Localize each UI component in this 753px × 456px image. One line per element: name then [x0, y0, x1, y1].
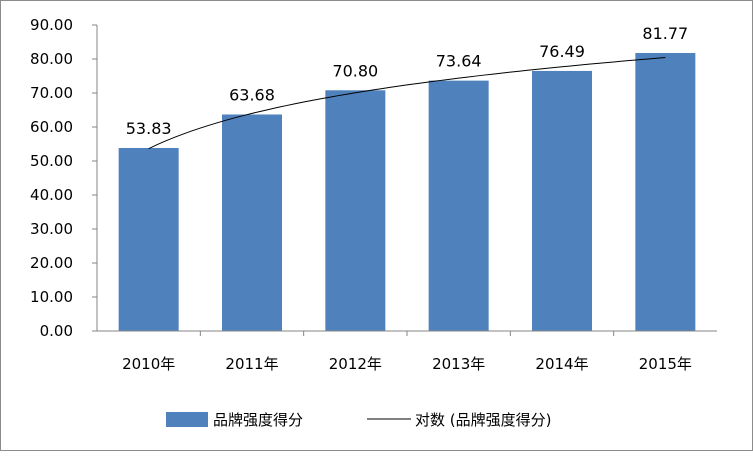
y-tick-label: 70.00 — [30, 84, 73, 102]
bar — [118, 147, 179, 331]
y-tick-label: 60.00 — [30, 118, 73, 136]
legend-label-trendline: 对数 (品牌强度得分) — [415, 411, 551, 429]
bar — [325, 90, 386, 331]
legend-label-bar: 品牌强度得分 — [213, 411, 303, 429]
data-label: 70.80 — [332, 61, 378, 80]
legend-swatch-bar — [166, 412, 208, 427]
y-tick-label: 0.00 — [40, 322, 73, 340]
y-tick-label: 30.00 — [30, 220, 73, 238]
data-label: 81.77 — [642, 24, 688, 43]
x-tick-label: 2013年 — [432, 355, 485, 373]
x-tick-label: 2014年 — [535, 355, 588, 373]
x-tick-label: 2015年 — [639, 355, 692, 373]
bar — [635, 52, 696, 332]
data-label: 73.64 — [436, 52, 482, 71]
data-label: 76.49 — [539, 42, 585, 61]
x-tick-label: 2011年 — [225, 355, 278, 373]
y-axis: 0.00 10.00 20.00 30.00 40.00 50.00 60.00 70.00 8… — [30, 16, 98, 340]
bar — [222, 114, 282, 331]
bar-series — [118, 52, 696, 332]
x-axis: 2010年 2011年 2012年 2013年 2014年 2015年 — [97, 330, 717, 373]
data-label: 53.83 — [126, 119, 172, 138]
x-tick-label: 2012年 — [329, 355, 382, 373]
data-labels: 53.83 63.68 70.80 73.64 76.49 81.77 — [126, 24, 688, 138]
trendline — [148, 57, 666, 150]
y-tick-label: 40.00 — [30, 186, 73, 204]
y-tick-label: 10.00 — [30, 288, 73, 306]
x-tick-label: 2010年 — [122, 355, 175, 373]
y-tick-label: 80.00 — [30, 50, 73, 68]
y-tick-label: 50.00 — [30, 152, 73, 170]
bar — [428, 80, 489, 332]
y-tick-label: 90.00 — [30, 16, 73, 34]
bar — [532, 70, 592, 332]
data-label: 63.68 — [229, 85, 275, 104]
legend: 品牌强度得分 对数 (品牌强度得分) — [166, 411, 551, 429]
y-tick-label: 20.00 — [30, 254, 73, 272]
